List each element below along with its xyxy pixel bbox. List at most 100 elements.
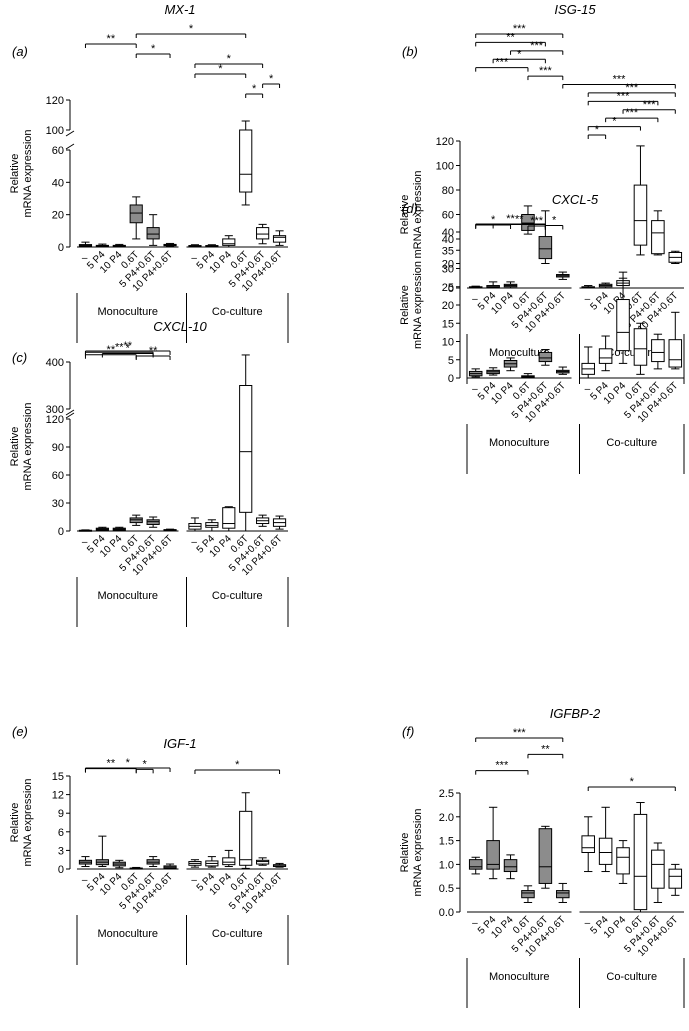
group-label: Co-culture [212,306,263,318]
panel-label: (d) [402,201,418,216]
chart-title: IGF-1 [163,736,196,751]
significance-bracket: *** [475,57,529,72]
significance-bracket: *** [475,23,564,38]
y-tick-label: 10 [442,337,454,349]
significance-bracket: * [194,53,264,68]
box-monoculture-2 [503,357,518,372]
significance-label: ** [541,743,550,755]
box-monoculture-3 [129,866,143,870]
y-label-line: Relative [9,427,21,467]
box-iqr [538,828,553,884]
significance-label: * [517,48,522,60]
significance-bracket: * [544,215,564,230]
y-tick-label: 20 [442,259,454,271]
significance-label: * [218,63,223,75]
box-co-culture-3 [633,145,648,256]
significance-bracket: *** [605,107,659,123]
box-co-culture-5 [668,863,683,896]
significance-label: ** [115,341,124,353]
y-label-line: Relative [9,154,21,194]
category-label: – [585,294,591,305]
box-iqr [239,810,253,866]
significance-bracket: * [135,23,247,38]
category-label: – [82,537,88,548]
box-monoculture-0 [78,856,93,868]
box-monoculture-3 [129,196,143,240]
y-tick-label: 1.0 [439,859,454,871]
group-label: Co-culture [606,347,657,359]
significance-label: * [235,759,240,771]
group-label: Co-culture [606,971,657,983]
significance-bracket: * [135,758,154,774]
box-iqr [598,348,613,364]
box-co-culture-3 [633,322,648,375]
significance-bracket: *** [527,215,546,230]
box-co-culture-1 [598,282,613,289]
significance-label: * [491,214,496,226]
box-co-culture-0 [188,517,202,532]
y-tick-label: 60 [52,145,64,157]
group-label: Monoculture [97,928,158,940]
y-tick-label: 0.0 [439,907,454,919]
y-tick-label: 12 [52,790,64,802]
box-monoculture-5 [556,366,570,375]
panel-f: IGFBP-2 (f) 0.0 0.5 1.0 1.5 2.0 2.5 Relative mRNA… [399,706,685,1008]
axis-break-mark [65,412,75,419]
box-iqr [222,238,236,246]
panel-a: MX-1 (a) 0 20 40 60 100 120 Relative mRNA express… [9,2,289,343]
y-tick-label: 80 [442,185,454,197]
significance-bracket: *** [587,82,676,97]
y-axis-label: Relative mRNA expression [9,778,34,866]
significance-bracket: *** [587,90,659,106]
significance-label: ** [107,344,116,356]
significance-bracket: ** [135,345,171,360]
box-iqr [256,227,270,240]
significance-bracket: *** [622,99,676,114]
y-axis-label: Relative mRNA expression [9,402,34,490]
significance-label: * [630,776,635,788]
y-axis-label: Relative mRNA expression [399,170,424,258]
significance-label: * [227,53,232,65]
chart-title: CXCL-10 [153,319,207,334]
box-monoculture-5 [556,271,570,280]
box-iqr [468,859,483,870]
box-co-culture-1 [598,335,613,372]
category-label: – [191,875,197,886]
box-iqr [616,299,630,352]
box-monoculture-5 [163,242,177,248]
box-monoculture-3 [129,514,143,526]
box-co-culture-4 [651,210,665,256]
box-iqr [538,236,553,260]
box-monoculture-1 [486,281,500,289]
y-label-line: mRNA expression [412,808,424,896]
y-tick-label: 1.5 [439,836,454,848]
group-label: Monoculture [489,971,550,983]
group-label: Co-culture [212,590,263,602]
y-tick-label: 30 [52,498,64,510]
significance-label: *** [617,90,631,102]
significance-bracket: ** [475,31,546,47]
y-tick-label: 30 [442,264,454,276]
chart-title: MX-1 [164,2,195,17]
y-label-line: mRNA expression [412,170,424,258]
significance-label: ** [123,340,132,352]
y-tick-label: 120 [46,414,64,426]
box-co-culture-4 [651,842,665,903]
box-co-culture-3 [239,354,253,532]
significance-bracket: * [245,83,264,98]
significance-label: * [126,757,131,769]
box-monoculture-4 [146,214,160,246]
panel-label: (b) [402,44,418,59]
significance-bracket: * [587,776,676,791]
box-monoculture-4 [146,516,160,528]
box-iqr [521,890,535,899]
box-iqr [146,227,160,240]
box-monoculture-1 [95,526,109,532]
y-tick-label: 15 [442,318,454,330]
y-label-line: mRNA expression [22,778,34,866]
box-iqr [538,351,553,363]
box-monoculture-0 [78,529,93,532]
y-tick-label: 0 [448,373,454,385]
box-iqr [256,859,270,865]
significance-label: * [189,23,194,35]
